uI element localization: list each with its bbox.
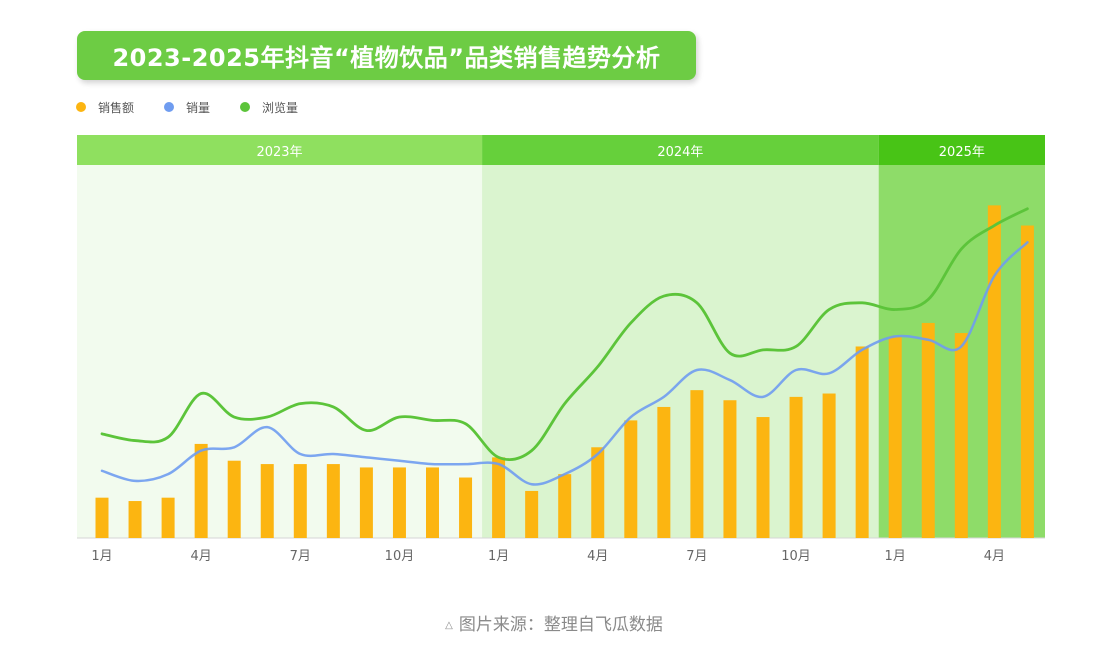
sales-amount-bar <box>492 457 506 538</box>
sales-amount-bar <box>624 420 638 538</box>
x-tick-label: 7月 <box>290 549 311 564</box>
sales-amount-bar <box>459 477 473 538</box>
period-background <box>77 165 483 538</box>
period-header-band <box>878 135 1045 165</box>
sales-amount-bar <box>392 467 406 538</box>
period-background <box>482 165 879 538</box>
period-label: 2024年 <box>657 145 703 160</box>
triangle-icon: △ <box>445 620 453 631</box>
sales-amount-bar <box>657 406 671 538</box>
period-header-band <box>482 135 879 165</box>
sales-amount-bar <box>326 464 340 538</box>
sales-amount-bar <box>194 443 208 538</box>
sales-amount-bar <box>161 497 175 538</box>
sales-volume-line <box>100 241 1029 486</box>
legend-marker-views <box>240 102 251 112</box>
sales-amount-bar <box>227 460 241 538</box>
period-header-band <box>77 135 483 165</box>
period-label: 2025年 <box>939 145 985 160</box>
chart-title: 2023-2025年抖音“植物饮品”品类销售趋势分析 <box>112 44 661 72</box>
sales-amount-bar <box>756 417 770 538</box>
chart-legend: 销售额 销量 浏览量 <box>76 98 328 116</box>
sales-amount-bar <box>293 464 307 538</box>
sales-amount-bar <box>789 396 803 538</box>
legend-label-sales-volume: 销量 <box>186 100 211 115</box>
sales-amount-bar <box>426 467 439 538</box>
x-tick-label: 4月 <box>587 549 608 564</box>
sales-amount-bar <box>359 467 373 538</box>
source-note: △ 图片来源：整理自飞瓜数据 <box>0 610 1108 635</box>
x-tick-label: 1月 <box>91 549 112 564</box>
x-tick-label: 4月 <box>984 549 1005 564</box>
sales-amount-bar <box>723 400 737 538</box>
legend-label-sales-amount: 销售额 <box>98 100 135 115</box>
legend-item-views: 浏览量 <box>240 99 298 116</box>
x-tick-label: 1月 <box>885 549 906 564</box>
x-tick-label: 1月 <box>488 549 509 564</box>
sales-amount-bar <box>855 346 869 538</box>
sales-amount-bar <box>921 322 935 538</box>
chart-title-banner: 2023-2025年抖音“植物饮品”品类销售趋势分析 <box>77 31 696 80</box>
sales-amount-bar <box>1020 225 1034 538</box>
sales-amount-bar <box>525 490 539 538</box>
views-line <box>100 207 1029 461</box>
sales-amount-bar <box>987 205 1001 539</box>
sales-amount-bar <box>591 447 605 538</box>
chart-plot: 2023年 2024年 2025年 1月 4月 7月 10月 1月 4月 7月 10月 1月 4月 <box>77 135 1045 564</box>
legend-label-views: 浏览量 <box>262 100 299 115</box>
sales-amount-bar <box>95 497 109 538</box>
legend-marker-sales-volume <box>164 102 175 112</box>
x-tick-label: 7月 <box>686 549 707 564</box>
x-tick-label: 4月 <box>191 549 212 564</box>
sales-amount-bar <box>954 333 968 538</box>
x-tick-label: 10月 <box>781 549 811 564</box>
sales-amount-bar <box>260 464 274 538</box>
legend-item-sales-volume: 销量 <box>164 99 210 116</box>
sales-amount-bar <box>128 501 142 538</box>
source-text: 图片来源：整理自飞瓜数据 <box>458 615 663 635</box>
sales-amount-bar <box>690 390 704 538</box>
period-label: 2023年 <box>256 145 302 160</box>
legend-item-sales-amount: 销售额 <box>76 99 134 116</box>
sales-amount-bar <box>558 474 572 538</box>
sales-amount-bar <box>822 393 836 538</box>
sales-amount-bar <box>888 336 902 538</box>
x-tick-label: 10月 <box>385 549 415 564</box>
legend-marker-sales-amount <box>76 102 86 112</box>
